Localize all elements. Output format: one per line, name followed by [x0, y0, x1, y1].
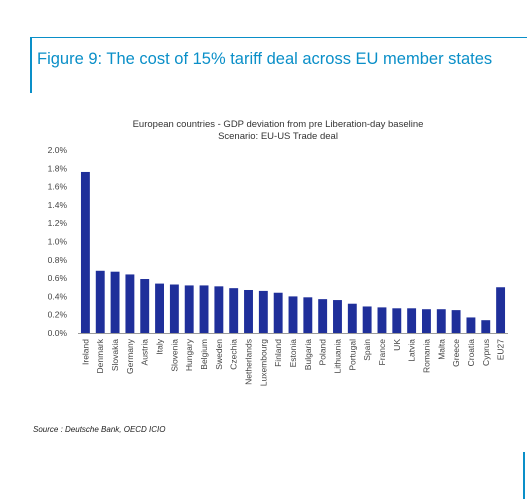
bar-slovenia: [169, 284, 179, 333]
x-tick-label: Austria: [140, 339, 150, 366]
bar-ireland: [80, 171, 90, 333]
bar-cyprus: [481, 320, 491, 333]
bar-luxembourg: [258, 290, 268, 333]
y-tick-label: 1.4%: [48, 200, 68, 210]
y-axis: 2.0% 1.8% 1.6% 1.4% 1.2% 1.0% 0.8% 0.6% 0.4% 0.2%…: [48, 145, 68, 338]
y-tick-label: 1.8%: [48, 163, 68, 173]
bar-france: [377, 307, 387, 333]
x-tick-label: France: [377, 339, 387, 366]
x-tick-label: UK: [392, 339, 402, 351]
footer-accent-bar: [523, 452, 525, 499]
x-tick-label: Czechia: [229, 339, 239, 370]
x-tick-label: Cyprus: [481, 339, 491, 366]
x-tick-label: Hungary: [184, 338, 194, 371]
x-tick-label: Bulgaria: [303, 339, 313, 370]
bar-eu27: [496, 287, 506, 333]
bar-croatia: [466, 317, 476, 333]
y-tick-label: 1.6%: [48, 182, 68, 192]
bars-group: [80, 171, 506, 333]
y-tick-label: 0.6%: [48, 273, 68, 283]
x-tick-label: EU27: [496, 339, 506, 361]
bar-slovakia: [110, 271, 120, 333]
bar-lithuania: [333, 300, 342, 333]
x-tick-label: Estonia: [288, 339, 298, 368]
bar-chart: European countries - GDP deviation from …: [48, 119, 508, 386]
bar-sweden: [214, 286, 224, 333]
bar-portugal: [347, 303, 357, 333]
y-tick-label: 0.4%: [48, 291, 68, 301]
x-tick-label: Portugal: [347, 339, 357, 371]
chart-subtitle-line1: European countries - GDP deviation from …: [133, 119, 424, 130]
title-accent-bar: [30, 37, 32, 93]
y-tick-label: 2.0%: [48, 145, 68, 155]
x-tick-label: Spain: [362, 339, 372, 361]
bar-austria: [140, 279, 150, 333]
bar-belgium: [199, 285, 209, 333]
x-tick-label: Croatia: [466, 339, 476, 367]
y-tick-label: 0.0%: [48, 328, 68, 338]
bar-germany: [125, 274, 135, 333]
bar-netherlands: [244, 289, 253, 333]
bar-denmark: [95, 270, 105, 333]
bar-poland: [318, 299, 328, 333]
bar-romania: [422, 309, 431, 333]
header-rule: [30, 37, 527, 38]
source-note: Source : Deutsche Bank, OECD ICIO: [33, 425, 166, 434]
bar-estonia: [288, 296, 298, 333]
bar-bulgaria: [303, 297, 313, 333]
x-tick-label: Germany: [125, 338, 135, 374]
y-tick-label: 1.2%: [48, 218, 68, 228]
x-tick-label: Poland: [318, 339, 328, 366]
bar-spain: [362, 306, 372, 333]
x-tick-label: Denmark: [95, 338, 105, 373]
x-axis: Ireland Denmark Slovakia Germany Austria Ital…: [80, 338, 505, 386]
figure-title: Figure 9: The cost of 15% tariff deal ac…: [37, 50, 493, 68]
x-tick-label: Slovenia: [169, 339, 179, 372]
x-tick-label: Lithuania: [332, 339, 342, 374]
x-tick-label: Netherlands: [244, 339, 254, 385]
bar-italy: [155, 283, 164, 333]
x-tick-label: Luxembourg: [258, 339, 268, 387]
bar-greece: [451, 310, 461, 333]
x-tick-label: Latvia: [407, 339, 417, 362]
y-tick-label: 1.0%: [48, 237, 68, 247]
x-tick-label: Belgium: [199, 339, 209, 370]
bar-finland: [273, 292, 283, 333]
x-tick-label: Greece: [451, 339, 461, 367]
x-tick-label: Malta: [436, 339, 446, 360]
y-tick-label: 0.8%: [48, 255, 68, 265]
x-tick-label: Sweden: [214, 339, 224, 370]
x-tick-label: Ireland: [80, 339, 90, 365]
x-tick-label: Italy: [155, 338, 165, 354]
x-tick-label: Slovakia: [110, 339, 120, 371]
chart-subtitle-line2: Scenario: EU-US Trade deal: [218, 131, 338, 142]
bar-malta: [436, 309, 446, 333]
bar-czechia: [229, 288, 239, 333]
x-tick-label: Finland: [273, 339, 283, 367]
bar-latvia: [407, 308, 417, 333]
bar-hungary: [184, 285, 194, 333]
bar-uk: [392, 308, 402, 333]
x-tick-label: Romania: [421, 339, 431, 373]
y-tick-label: 0.2%: [48, 310, 68, 320]
